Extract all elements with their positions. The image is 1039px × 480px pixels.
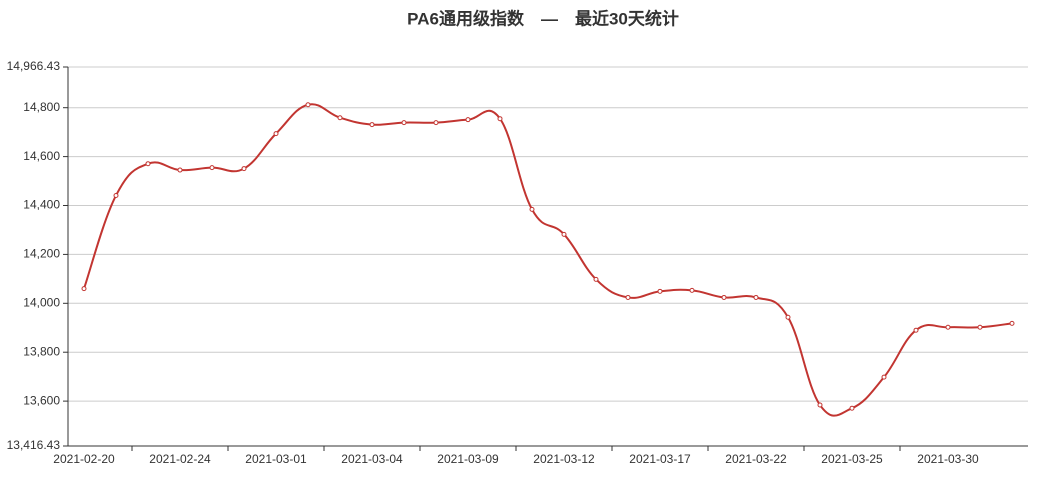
point	[1009, 320, 1015, 326]
x-tick-label: 2021-02-20	[53, 452, 115, 466]
x-tick-label: 2021-03-22	[725, 452, 787, 466]
x-tick-label: 2021-02-24	[149, 452, 211, 466]
point	[657, 288, 663, 294]
point	[401, 120, 407, 126]
point	[113, 192, 119, 198]
y-tick-label: 14,200	[23, 247, 60, 261]
x-tick-label: 2021-03-09	[437, 452, 499, 466]
point	[81, 286, 87, 292]
y-tick-label: 14,400	[23, 198, 60, 212]
point	[945, 324, 951, 330]
point	[785, 314, 791, 320]
point	[529, 206, 535, 212]
point	[305, 102, 311, 108]
point	[497, 116, 503, 122]
point	[273, 131, 279, 137]
chart-title: PA6通用级指数 — 最近30天统计	[407, 8, 679, 28]
point	[145, 161, 151, 167]
point	[849, 405, 855, 411]
y-tick-label: 13,800	[23, 344, 60, 358]
x-tick-label: 2021-03-01	[245, 452, 307, 466]
point	[593, 276, 599, 282]
point	[433, 120, 439, 126]
x-tick-label: 2021-03-17	[629, 452, 691, 466]
y-tick-label: 14,800	[23, 100, 60, 114]
point	[209, 165, 215, 171]
point	[753, 294, 759, 300]
point	[337, 115, 343, 121]
line	[83, 103, 1013, 417]
y-tick-label: 14,966.43	[7, 59, 61, 73]
point	[369, 122, 375, 128]
y-tick-label: 14,000	[23, 295, 60, 309]
point	[977, 324, 983, 330]
point	[913, 327, 919, 333]
point	[465, 117, 471, 123]
y-tick-label: 13,416.43	[7, 438, 61, 452]
y-tick-label: 13,600	[23, 393, 60, 407]
y-tick-label: 14,600	[23, 149, 60, 163]
x-tick-label: 2021-03-25	[821, 452, 883, 466]
x-tick-label: 2021-03-04	[341, 452, 403, 466]
point	[817, 402, 823, 408]
point	[241, 166, 247, 172]
point	[881, 374, 887, 380]
point	[689, 287, 695, 293]
point	[177, 167, 183, 173]
x-tick-label: 2021-03-12	[533, 452, 595, 466]
point	[721, 294, 727, 300]
point	[625, 294, 631, 300]
x-tick-label: 2021-03-30	[917, 452, 979, 466]
point	[561, 231, 567, 237]
